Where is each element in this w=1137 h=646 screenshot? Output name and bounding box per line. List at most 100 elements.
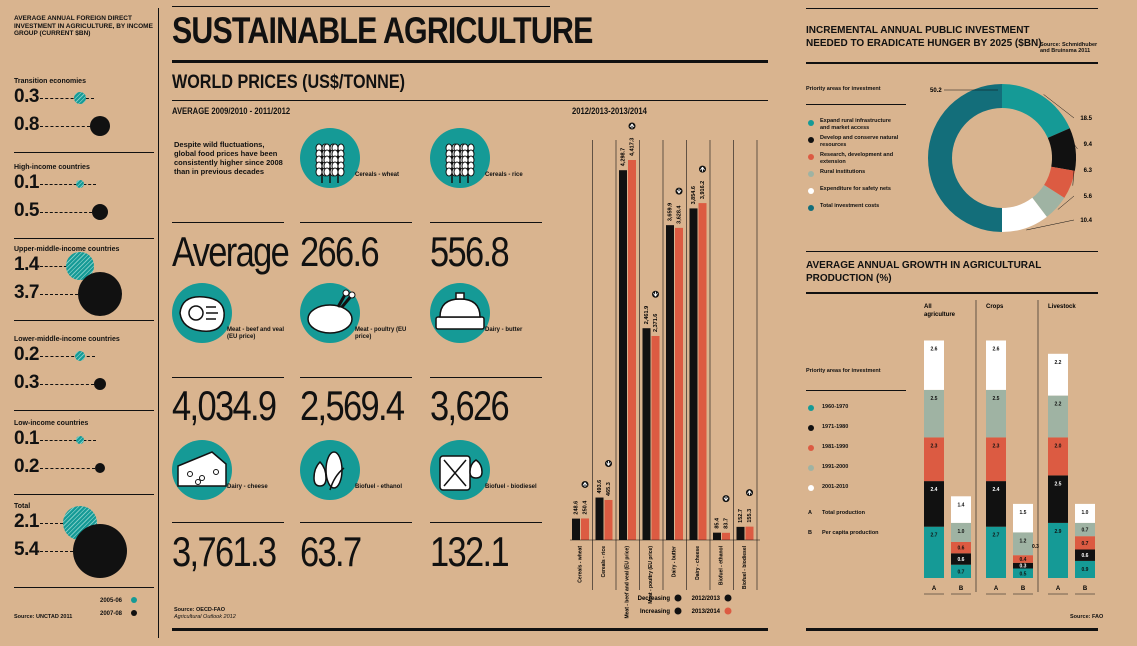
- fdi-value-2007: 5.4: [14, 539, 39, 560]
- legend-2005-dot: [131, 597, 137, 603]
- price-rule: [172, 377, 284, 378]
- bar-category-label: Meat - poultry (EU price): [648, 546, 654, 604]
- growth-legend-dot: [808, 485, 814, 491]
- growth-bar-label: A: [994, 586, 999, 592]
- fdi-bubble-2005: [73, 91, 87, 105]
- fdi-dash: [40, 440, 96, 441]
- donut-legend-label: Research, development and extension: [820, 152, 894, 165]
- price-value: 556.8: [430, 228, 510, 275]
- fdi-value-2007: 0.5: [14, 200, 39, 221]
- fdi-bubble-2005: [74, 350, 86, 362]
- bar-category-label: Dairy - butter: [671, 546, 677, 577]
- growth-segment: [986, 481, 1006, 527]
- donut-legend-title: Priority areas for investment: [806, 86, 881, 92]
- donut-chart: 18.5 9.4 6.3 5.6 10.4 50.2: [927, 84, 1093, 232]
- growth-segment-label: 0.4: [1020, 557, 1027, 563]
- growth-bar-label: A: [1056, 586, 1061, 592]
- fdi-source: Source: UNCTAD 2011: [14, 614, 73, 620]
- fdi-group-rule: [14, 410, 154, 411]
- increasing-arrow-icon: [674, 607, 682, 615]
- commodity-label: Biofuel - biodiesel: [485, 484, 537, 490]
- growth-segment: [986, 389, 1006, 438]
- fdi-value-2007: 0.3: [14, 372, 39, 393]
- growth-top-rule: [806, 251, 1098, 252]
- commodity-label: Cereals - rice: [485, 172, 523, 178]
- bar-category-label: Cereals - wheat: [577, 546, 583, 583]
- growth-segment: [1048, 353, 1068, 396]
- donut-legend-label: Rural institutions: [820, 169, 866, 175]
- price-value: 132.1: [430, 528, 510, 575]
- growth-segment-label: 0.6: [1082, 553, 1089, 559]
- growth-group-label: Livestock: [1048, 304, 1076, 310]
- growth-segment: [986, 437, 1006, 482]
- growth-segment: [1048, 522, 1068, 578]
- growth-legend-dot: [808, 425, 814, 431]
- bar-category-label: Dairy - cheese: [695, 546, 701, 580]
- fdi-dash: [40, 266, 87, 267]
- donut-slice-label: 18.5: [1080, 116, 1092, 122]
- bar-chart-title: 2012/2013-2013/2014: [572, 106, 647, 116]
- growth-legend-rule: [806, 390, 906, 391]
- steak-icon: [172, 283, 232, 343]
- fdi-bubble-2005: [76, 436, 84, 444]
- fdi-dash: [40, 551, 73, 552]
- growth-legend-dot: [808, 405, 814, 411]
- legend-series-2013: 2013/2014: [692, 609, 721, 615]
- fdi-group-rule: [14, 152, 154, 153]
- price-rule: [300, 377, 412, 378]
- donut-slice-label: 9.4: [1084, 142, 1093, 148]
- fdi-group-label: Transition economies: [14, 78, 86, 85]
- growth-segment: [924, 526, 944, 578]
- fdi-bubble-2005: [76, 180, 84, 188]
- growth-segment: [924, 389, 944, 438]
- fdi-bubble-2007: [73, 524, 127, 578]
- bar-2012: [713, 532, 721, 540]
- jerrycan-icon: [430, 440, 490, 500]
- growth-bar-label: B: [1021, 586, 1026, 592]
- commodity-label: Cereals - wheat: [355, 172, 400, 178]
- growth-segment-label: 1.5: [1020, 510, 1027, 516]
- growth-segment-label: 2.4: [931, 487, 938, 493]
- prices-source-2: Agricultural Outlook 2012: [174, 614, 236, 620]
- growth-segment: [1048, 475, 1068, 523]
- fdi-group-label: High-income countries: [14, 164, 90, 171]
- growth-segment: [1048, 395, 1068, 438]
- bar-2013: [745, 526, 754, 540]
- rice-icon: [430, 128, 490, 188]
- fdi-bubble-2007: [77, 271, 123, 317]
- growth-segment-label: 1.4: [958, 502, 965, 508]
- bar-value-label: 3,628.4: [676, 205, 682, 224]
- legend-2005-label: 2005-06: [100, 598, 123, 604]
- fdi-dash: [40, 384, 94, 385]
- decreasing-arrow-icon: [674, 594, 682, 602]
- growth-legend-b-marker: B: [808, 530, 812, 536]
- growth-segment: [924, 437, 944, 482]
- price-value: 63.7: [300, 528, 362, 575]
- growth-segment: [951, 496, 971, 523]
- growth-bar-label: B: [1083, 586, 1088, 592]
- growth-group-label: Crops: [986, 304, 1004, 310]
- donut-legend-dot: [808, 205, 814, 211]
- growth-segment: [924, 340, 944, 390]
- growth-segment-label: 2.6: [931, 347, 938, 353]
- growth-legend-a: Total production: [822, 510, 865, 516]
- intro-text: Despite wild fluctuations, global food p…: [174, 140, 283, 176]
- growth-segment-label: 2.0: [1055, 443, 1062, 449]
- chicken-icon: [300, 283, 360, 343]
- growth-segment: [986, 526, 1006, 578]
- bottom-rule: [172, 628, 768, 631]
- donut-legend-rule: [806, 104, 906, 105]
- growth-chart: All agriculture 2.7 2.4 2.3 2.5 2.6 A 0.7 0.6 0.6 1…: [924, 300, 1095, 595]
- fdi-dash: [40, 356, 95, 357]
- bar-2012: [736, 526, 745, 540]
- growth-segment-label: 0.6: [958, 557, 965, 563]
- fdi-value-2007: 0.2: [14, 456, 39, 477]
- bar-value-label: 250.4: [582, 500, 588, 515]
- growth-segment: [1075, 503, 1095, 523]
- world-price-bar-chart: 248.6 250.4 Cereals - wheat 493.6 465.3 Cerea…: [570, 122, 760, 619]
- decreasing-arrow-icon: [605, 460, 612, 468]
- growth-extra-label: 0.3: [1032, 544, 1039, 550]
- growth-segment-label: 2.7: [993, 533, 1000, 539]
- fdi-group-label: Lower-middle-income countries: [14, 336, 120, 343]
- donut-slice: [1002, 84, 1070, 138]
